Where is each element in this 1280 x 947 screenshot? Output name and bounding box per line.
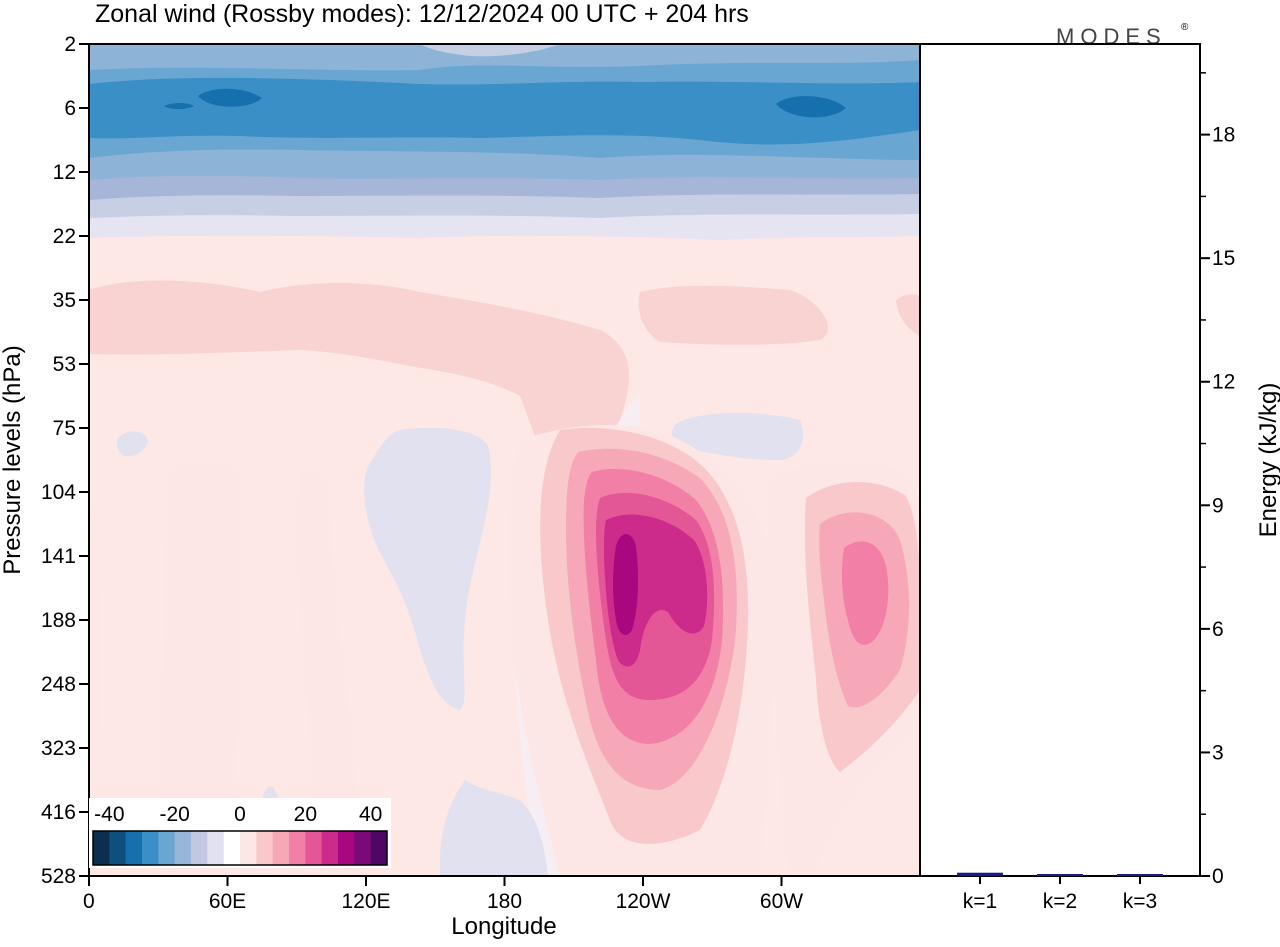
colorbar-tick-label: 40 (359, 803, 382, 826)
energy-tick-label: 12 (1212, 371, 1235, 394)
y-tick-label: 22 (53, 225, 76, 248)
colorbar-swatch (256, 831, 274, 865)
energy-bar (1117, 874, 1163, 876)
y-tick-label: 2 (64, 33, 76, 56)
energy-axis: 0 3 6 9 12 15 18 (1200, 72, 1235, 888)
energy-bar (1037, 874, 1083, 876)
energy-category-label: k=1 (963, 890, 997, 913)
energy-tick-label: 0 (1212, 865, 1224, 888)
zonal-wind-field (89, 44, 920, 876)
colorbar-swatch (289, 831, 306, 865)
colorbar-tick-label: 0 (234, 803, 246, 826)
energy-tick-label: 18 (1212, 124, 1235, 147)
y-tick-label: 416 (41, 801, 76, 824)
colorbar-swatch (223, 831, 241, 865)
x-tick-label: 60W (760, 890, 803, 913)
y-tick-label: 528 (41, 865, 76, 888)
energy-tick-label: 6 (1212, 618, 1224, 641)
colorbar-swatch (142, 831, 159, 865)
y-tick-label: 6 (64, 97, 76, 120)
colorbar-swatch (207, 831, 225, 865)
x-tick-label: 60E (209, 890, 246, 913)
y-tick-label: 188 (41, 609, 76, 632)
colorbar-swatch (321, 831, 339, 865)
modes-registered-mark: ® (1181, 22, 1189, 33)
colorbar-tick-label: 20 (294, 803, 317, 826)
x-tick-label: 0 (83, 890, 95, 913)
colorbar-swatch (354, 831, 372, 865)
colorbar-swatch (338, 831, 355, 865)
energy-bar (957, 872, 1003, 876)
x-tick-label: 180 (487, 890, 522, 913)
colorbar-tick-label: -20 (159, 803, 189, 826)
colorbar-tick-label: -40 (94, 803, 124, 826)
colorbar-swatch (174, 831, 192, 865)
energy-category-label: k=2 (1043, 890, 1077, 913)
y-tick-label: 53 (53, 353, 76, 376)
y-tick-label: 75 (53, 417, 76, 440)
colorbar-swatch (272, 831, 290, 865)
energy-category-label: k=3 (1123, 890, 1157, 913)
colorbar-swatch (305, 831, 323, 865)
y-tick-label: 141 (41, 545, 76, 568)
chart-title: Zonal wind (Rossby modes): 12/12/2024 00… (95, 0, 749, 28)
colorbar-swatch (370, 831, 388, 865)
colorbar-swatch (191, 831, 208, 865)
longitude-axis: 0 60E 120E 180 120W 60W (83, 876, 803, 913)
y-tick-label: 248 (41, 673, 76, 696)
energy-axis-label: Energy (kJ/kg) (1255, 383, 1280, 538)
y-tick-label: 323 (41, 737, 76, 760)
x-axis-label: Longitude (451, 913, 556, 940)
colorbar: -40 -20 0 20 40 (89, 798, 391, 868)
colorbar-swatch (240, 831, 257, 865)
energy-panel-frame (919, 43, 1201, 877)
energy-bars: k=1 k=2 k=3 (957, 872, 1163, 913)
y-tick-label: 104 (41, 481, 76, 504)
y-tick-label: 12 (53, 161, 76, 184)
colorbar-swatch (93, 831, 110, 865)
x-tick-label: 120W (616, 890, 671, 913)
energy-tick-label: 15 (1212, 247, 1235, 270)
colorbar-swatch (125, 831, 143, 865)
y-tick-label: 35 (53, 289, 76, 312)
colorbar-swatch (158, 831, 176, 865)
energy-tick-label: 3 (1212, 741, 1224, 764)
x-tick-label: 120E (341, 890, 390, 913)
colorbar-swatch (109, 831, 127, 865)
modes-logo: MODES (1056, 24, 1167, 49)
colorbar-frame (92, 830, 388, 866)
pressure-axis: 2 6 12 22 35 53 75 104 141 188 248 323 416 528 (41, 33, 89, 888)
energy-tick-label: 9 (1212, 494, 1224, 517)
y-axis-label: Pressure levels (hPa) (0, 345, 26, 574)
